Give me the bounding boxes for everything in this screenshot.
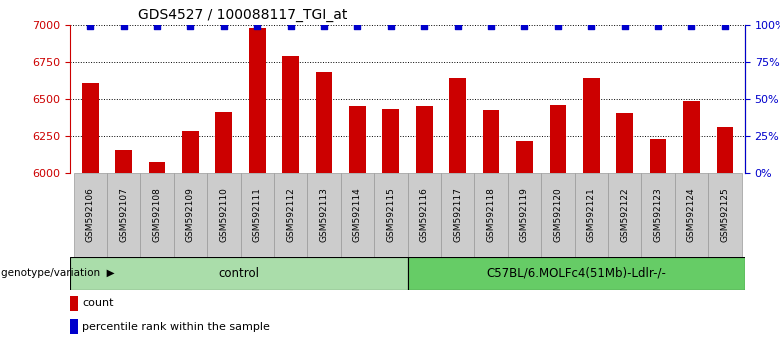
Text: GDS4527 / 100088117_TGI_at: GDS4527 / 100088117_TGI_at [137,8,347,22]
Bar [140,173,174,257]
Bar [583,78,600,173]
Bar [149,161,165,173]
Bar [307,173,341,257]
Text: GSM592108: GSM592108 [153,188,161,242]
Text: GSM592121: GSM592121 [587,188,596,242]
Bar [282,56,299,173]
Text: GSM592116: GSM592116 [420,188,429,242]
Bar [349,106,366,173]
Point [84,23,97,29]
Bar [207,173,240,257]
Point [652,23,665,29]
Bar [274,173,307,257]
Text: GSM592107: GSM592107 [119,188,128,242]
Bar [516,142,533,173]
Bar [675,173,708,257]
Text: GSM592112: GSM592112 [286,188,295,242]
Point [551,23,564,29]
Text: control: control [218,267,260,280]
Text: C57BL/6.MOLFc4(51Mb)-Ldlr-/-: C57BL/6.MOLFc4(51Mb)-Ldlr-/- [486,267,666,280]
Text: GSM592111: GSM592111 [253,188,262,242]
Text: GSM592117: GSM592117 [453,188,463,242]
Bar [382,109,399,173]
Bar [708,173,742,257]
Bar [483,109,499,173]
Bar [407,173,441,257]
Point [485,23,498,29]
Point [619,23,631,29]
Point [452,23,464,29]
Text: GSM592120: GSM592120 [553,188,562,242]
Text: GSM592119: GSM592119 [520,188,529,242]
Bar [249,28,266,173]
Text: GSM592125: GSM592125 [721,188,729,242]
Point [184,23,197,29]
Bar [70,319,78,334]
Bar [683,101,700,173]
Text: GSM592124: GSM592124 [687,188,696,242]
Text: GSM592109: GSM592109 [186,188,195,242]
Text: percentile rank within the sample: percentile rank within the sample [82,321,270,332]
Text: GSM592114: GSM592114 [353,188,362,242]
Bar [650,138,666,173]
Point [418,23,431,29]
Bar [474,173,508,257]
Text: GSM592106: GSM592106 [86,188,94,242]
Point [718,23,731,29]
Point [585,23,597,29]
Point [218,23,230,29]
Bar [174,173,207,257]
Bar [70,257,407,290]
Text: GSM592118: GSM592118 [487,188,495,242]
Point [518,23,530,29]
Point [118,23,130,29]
Bar [441,173,474,257]
Point [685,23,697,29]
Bar [608,173,641,257]
Point [285,23,297,29]
Point [251,23,264,29]
Bar [449,78,466,173]
Point [317,23,330,29]
Text: GSM592113: GSM592113 [320,188,328,242]
Text: GSM592122: GSM592122 [620,188,629,242]
Bar [73,173,107,257]
Text: count: count [82,298,114,308]
Text: GSM592110: GSM592110 [219,188,229,242]
Bar [508,173,541,257]
Bar [541,173,575,257]
Bar [70,296,78,311]
Bar [549,105,566,173]
Bar [82,83,98,173]
Bar [641,173,675,257]
Bar [215,112,232,173]
Bar [374,173,407,257]
Bar [575,173,608,257]
Bar [182,131,199,173]
Bar [416,106,433,173]
Point [351,23,363,29]
Point [151,23,163,29]
Bar [115,150,132,173]
Bar [107,173,140,257]
Text: GSM592115: GSM592115 [386,188,395,242]
Bar [717,127,733,173]
Text: GSM592123: GSM592123 [654,188,662,242]
Bar [240,173,274,257]
Bar [407,257,745,290]
Point [385,23,397,29]
Bar [616,113,633,173]
Text: genotype/variation  ▶: genotype/variation ▶ [1,268,115,279]
Bar [316,72,332,173]
Bar [341,173,374,257]
